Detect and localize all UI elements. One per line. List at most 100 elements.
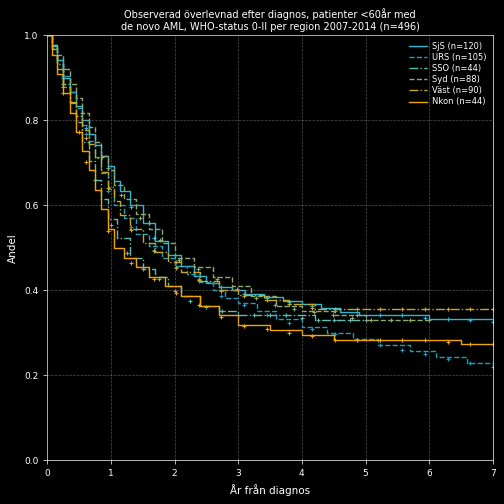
Nkon (n=44) <box>178 293 184 299</box>
SjS (n=120) <box>111 177 117 183</box>
Väst (n=90) <box>261 296 267 302</box>
URS (n=105) <box>120 215 127 221</box>
SjS (n=120) <box>165 252 171 258</box>
URS (n=105) <box>273 316 279 322</box>
Väst (n=90) <box>73 113 79 119</box>
Nkon (n=44) <box>162 283 168 289</box>
URS (n=105) <box>44 32 50 38</box>
Väst (n=90) <box>49 46 55 52</box>
Väst (n=90) <box>98 169 104 175</box>
Syd (n=88) <box>248 293 254 299</box>
URS (n=105) <box>54 56 60 62</box>
SjS (n=120) <box>204 280 210 286</box>
SjS (n=120) <box>49 43 55 49</box>
SjS (n=120) <box>98 153 104 159</box>
Väst (n=90) <box>311 306 318 312</box>
Väst (n=90) <box>286 301 292 307</box>
SjS (n=120) <box>105 163 111 169</box>
URS (n=105) <box>490 364 496 370</box>
Legend: SjS (n=120), URS (n=105), SSO (n=44), Syd (n=88), Väst (n=90), Nkon (n=44): SjS (n=120), URS (n=105), SSO (n=44), Sy… <box>407 39 488 109</box>
URS (n=105) <box>299 324 305 330</box>
SSO (n=44) <box>362 317 368 323</box>
URS (n=105) <box>79 121 85 128</box>
Väst (n=90) <box>490 306 496 312</box>
Syd (n=88) <box>299 307 305 313</box>
URS (n=105) <box>60 73 66 79</box>
SSO (n=44) <box>67 100 73 106</box>
Syd (n=88) <box>73 95 79 101</box>
SSO (n=44) <box>140 266 146 272</box>
Väst (n=90) <box>439 306 445 312</box>
SjS (n=120) <box>375 312 381 318</box>
SjS (n=120) <box>490 319 496 325</box>
SSO (n=44) <box>261 312 267 319</box>
Line: SSO (n=44): SSO (n=44) <box>47 35 365 320</box>
Syd (n=88) <box>426 317 432 323</box>
X-axis label: År från diagnos: År från diagnos <box>230 484 310 495</box>
Syd (n=88) <box>146 226 152 232</box>
Syd (n=88) <box>67 81 73 87</box>
URS (n=105) <box>350 336 356 342</box>
SjS (n=120) <box>86 132 92 138</box>
Line: Nkon (n=44): Nkon (n=44) <box>47 35 493 344</box>
SjS (n=120) <box>67 89 73 95</box>
Väst (n=90) <box>67 99 73 105</box>
Väst (n=90) <box>216 287 222 293</box>
SSO (n=44) <box>105 216 111 222</box>
SSO (n=44) <box>286 312 292 319</box>
Syd (n=88) <box>44 32 50 38</box>
Nkon (n=44) <box>394 337 400 343</box>
SSO (n=44) <box>165 283 171 289</box>
URS (n=105) <box>324 330 330 336</box>
URS (n=105) <box>464 360 470 366</box>
SSO (n=44) <box>73 119 79 125</box>
SjS (n=120) <box>261 294 267 300</box>
Nkon (n=44) <box>267 327 273 333</box>
SjS (n=120) <box>44 32 50 38</box>
Syd (n=88) <box>49 42 55 48</box>
Syd (n=88) <box>362 317 368 323</box>
SjS (n=120) <box>153 237 159 243</box>
Väst (n=90) <box>105 183 111 190</box>
SjS (n=120) <box>79 117 85 123</box>
Syd (n=88) <box>171 255 177 261</box>
SjS (n=120) <box>60 75 66 81</box>
Syd (n=88) <box>105 167 111 173</box>
URS (n=105) <box>105 186 111 192</box>
URS (n=105) <box>197 279 203 285</box>
URS (n=105) <box>111 202 117 208</box>
SjS (n=120) <box>458 316 464 322</box>
SSO (n=44) <box>343 317 349 323</box>
SSO (n=44) <box>153 274 159 280</box>
Väst (n=90) <box>117 212 123 218</box>
Väst (n=90) <box>165 259 171 265</box>
Väst (n=90) <box>471 306 477 312</box>
URS (n=105) <box>375 342 381 348</box>
Nkon (n=44) <box>331 337 337 343</box>
URS (n=105) <box>222 295 228 301</box>
Nkon (n=44) <box>216 312 222 319</box>
URS (n=105) <box>49 45 55 51</box>
Syd (n=88) <box>159 240 165 246</box>
Syd (n=88) <box>134 211 140 217</box>
Nkon (n=44) <box>79 148 85 154</box>
Väst (n=90) <box>54 66 60 72</box>
Syd (n=88) <box>331 312 337 319</box>
Line: URS (n=105): URS (n=105) <box>47 35 493 367</box>
Nkon (n=44) <box>49 51 55 57</box>
Nkon (n=44) <box>120 255 127 261</box>
SSO (n=44) <box>79 139 85 145</box>
Nkon (n=44) <box>134 264 140 270</box>
SjS (n=120) <box>241 291 247 297</box>
URS (n=105) <box>92 154 98 160</box>
Väst (n=90) <box>44 32 50 38</box>
SSO (n=44) <box>49 42 55 48</box>
Väst (n=90) <box>375 306 381 312</box>
URS (n=105) <box>134 231 140 237</box>
SSO (n=44) <box>127 255 133 261</box>
URS (n=105) <box>184 271 191 277</box>
Nkon (n=44) <box>299 332 305 338</box>
Nkon (n=44) <box>92 187 98 193</box>
SjS (n=120) <box>178 263 184 269</box>
Nkon (n=44) <box>98 206 104 212</box>
